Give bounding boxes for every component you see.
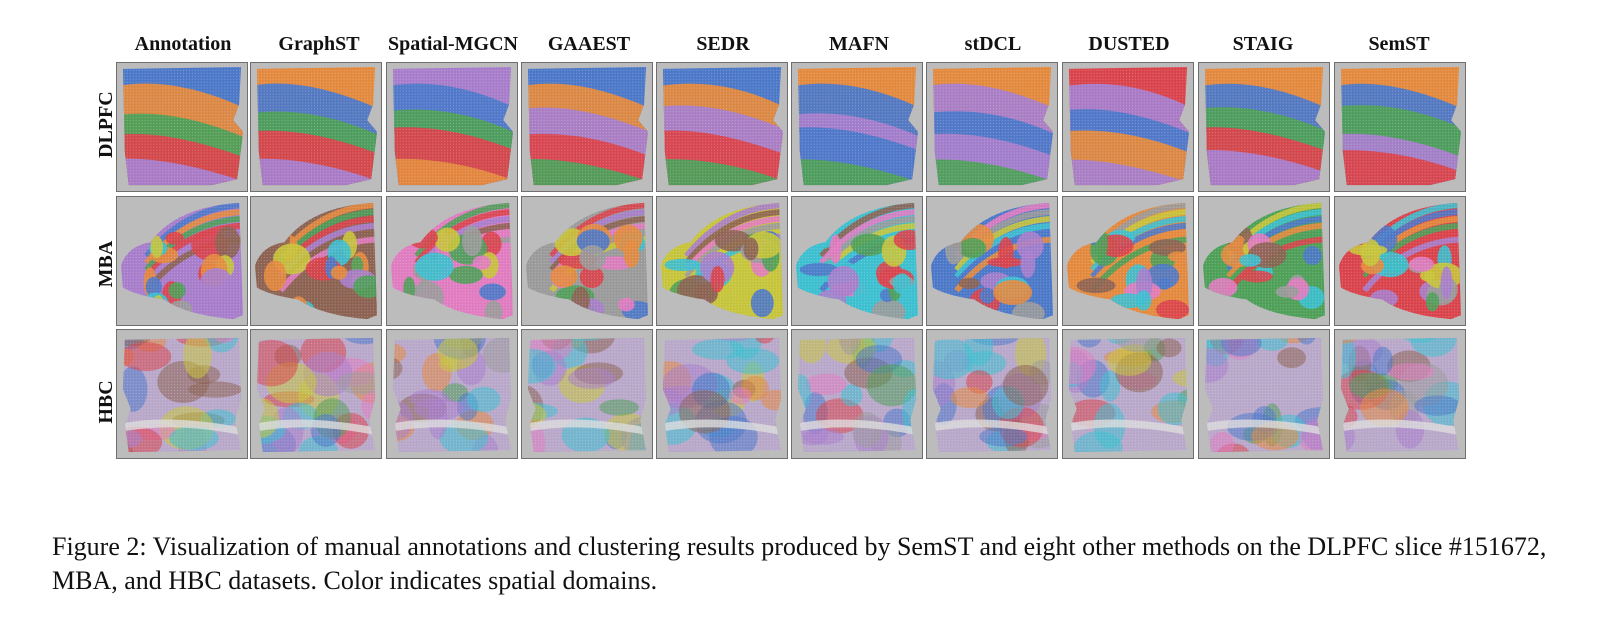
panel-mba-stdcl <box>926 196 1058 326</box>
panel-mba-semst <box>1334 196 1466 326</box>
panel-dlpfc-spatial-mgcn <box>386 62 518 192</box>
spatial-domain-map <box>522 330 652 458</box>
panel-mba-sedr <box>656 196 788 326</box>
col-header-sedr: SEDR <box>696 33 750 55</box>
panel-hbc-annotation <box>116 329 248 459</box>
panel-mba-graphst <box>250 196 382 326</box>
spatial-domain-map <box>251 197 381 325</box>
spatial-domain-map <box>522 63 652 191</box>
panel-hbc-stdcl <box>926 329 1058 459</box>
spatial-domain-map <box>522 197 652 325</box>
panel-mba-spatial-mgcn <box>386 196 518 326</box>
col-header-semst: SemST <box>1368 33 1430 55</box>
panel-mba-mafn <box>791 196 923 326</box>
col-header-spatial-mgcn: Spatial-MGCN <box>388 33 518 55</box>
figure-caption: Figure 2: Visualization of manual annota… <box>52 532 1547 595</box>
col-header-graphst: GraphST <box>278 33 360 55</box>
figure-grid: Annotation GraphST Spatial-MGCN GAAEST S… <box>95 33 1466 459</box>
panel-hbc-gaaest <box>521 329 653 459</box>
panel-hbc-dusted <box>1062 329 1194 459</box>
panel-dlpfc-annotation <box>116 62 248 192</box>
panel-dlpfc-dusted <box>1062 62 1194 192</box>
panel-dlpfc-sedr <box>656 62 788 192</box>
spatial-domain-map <box>792 197 922 325</box>
spatial-domain-map <box>792 330 922 458</box>
spatial-domain-map <box>792 63 922 191</box>
spatial-domain-map <box>387 330 517 458</box>
panel-hbc-graphst <box>250 329 382 459</box>
panel-mba-staig <box>1198 196 1330 326</box>
spatial-domain-map <box>1335 330 1465 458</box>
spatial-domain-map <box>927 330 1057 458</box>
panel-mba-gaaest <box>521 196 653 326</box>
spatial-domain-map <box>251 330 381 458</box>
panel-mba-dusted <box>1062 196 1194 326</box>
panel-mba-annotation <box>116 196 248 326</box>
spatial-domain-map <box>387 197 517 325</box>
col-header-gaaest: GAAEST <box>547 33 631 55</box>
panel-hbc-mafn <box>791 329 923 459</box>
panel-hbc-staig <box>1198 329 1330 459</box>
spatial-domain-map <box>1335 63 1465 191</box>
spatial-domain-map <box>387 63 517 191</box>
col-header-mafn: MAFN <box>829 33 889 55</box>
spatial-domain-map <box>1199 197 1329 325</box>
panel-dlpfc-gaaest <box>521 62 653 192</box>
spatial-domain-map <box>117 63 247 191</box>
panel-dlpfc-graphst <box>250 62 382 192</box>
spatial-domain-map <box>117 330 247 458</box>
spatial-domain-map <box>927 63 1057 191</box>
spatial-domain-map <box>1063 197 1193 325</box>
panel-hbc-sedr <box>656 329 788 459</box>
col-header-dusted: DUSTED <box>1088 33 1170 55</box>
panel-dlpfc-stdcl <box>926 62 1058 192</box>
spatial-domain-map <box>1063 330 1193 458</box>
panel-dlpfc-mafn <box>791 62 923 192</box>
col-header-staig: STAIG <box>1232 33 1294 55</box>
spatial-domain-map <box>657 330 787 458</box>
spatial-domain-map <box>117 197 247 325</box>
col-header-annotation: Annotation <box>134 33 232 55</box>
panel-hbc-spatial-mgcn <box>386 329 518 459</box>
spatial-domain-map <box>251 63 381 191</box>
spatial-domain-map <box>1199 330 1329 458</box>
spatial-domain-map <box>1335 197 1465 325</box>
spatial-domain-map <box>1063 63 1193 191</box>
spatial-domain-map <box>657 63 787 191</box>
spatial-domain-map <box>1199 63 1329 191</box>
panel-hbc-semst <box>1334 329 1466 459</box>
col-header-stdcl: stDCL <box>964 33 1022 55</box>
spatial-domain-map <box>927 197 1057 325</box>
panel-dlpfc-staig <box>1198 62 1330 192</box>
panel-dlpfc-semst <box>1334 62 1466 192</box>
spatial-domain-map <box>657 197 787 325</box>
